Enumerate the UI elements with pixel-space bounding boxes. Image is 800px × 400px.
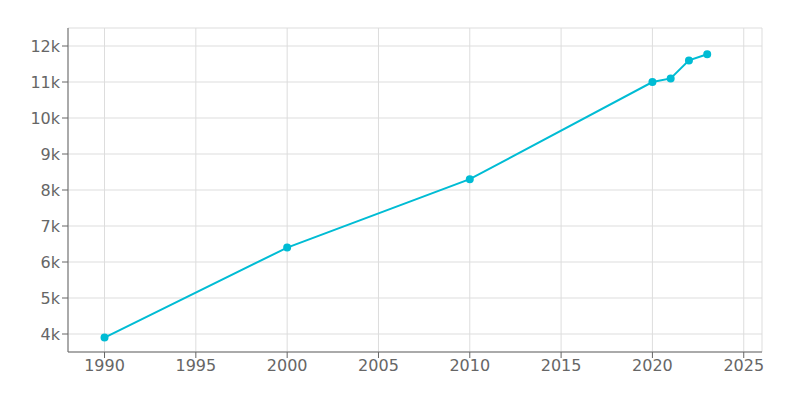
svg-text:1990: 1990 bbox=[84, 356, 125, 375]
svg-text:5k: 5k bbox=[41, 289, 61, 308]
svg-text:2015: 2015 bbox=[541, 356, 582, 375]
svg-text:1995: 1995 bbox=[175, 356, 216, 375]
svg-text:2005: 2005 bbox=[358, 356, 399, 375]
svg-text:7k: 7k bbox=[41, 217, 61, 236]
svg-text:2010: 2010 bbox=[449, 356, 490, 375]
svg-text:9k: 9k bbox=[41, 145, 61, 164]
svg-text:6k: 6k bbox=[41, 253, 61, 272]
svg-text:8k: 8k bbox=[41, 181, 61, 200]
svg-text:2020: 2020 bbox=[632, 356, 673, 375]
svg-text:2000: 2000 bbox=[267, 356, 308, 375]
svg-text:11k: 11k bbox=[30, 73, 60, 92]
svg-text:12k: 12k bbox=[30, 37, 60, 56]
svg-text:2025: 2025 bbox=[723, 356, 764, 375]
svg-text:10k: 10k bbox=[30, 109, 60, 128]
svg-text:4k: 4k bbox=[41, 325, 61, 344]
